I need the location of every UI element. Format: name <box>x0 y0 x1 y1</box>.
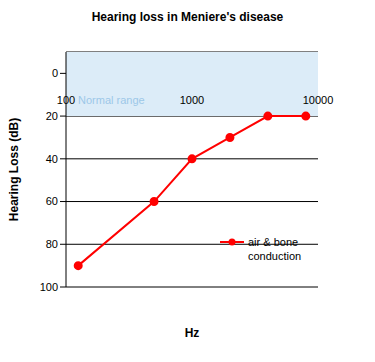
html-text:Hz: Hz <box>184 326 200 340</box>
html-text:Hearing loss in Meniere's dise: Hearing loss in Meniere's disease <box>91 10 284 24</box>
svg-text:40: 40 <box>46 153 58 165</box>
html-text:air & bone conduction: air & bone conduction <box>248 236 302 262</box>
svg-text:1000: 1000 <box>180 94 204 106</box>
svg-text:10000: 10000 <box>303 94 334 106</box>
svg-text:Normal range: Normal range <box>78 94 145 106</box>
svg-text:Hearing Loss (dB): Hearing Loss (dB) <box>8 118 21 221</box>
svg-text:0: 0 <box>52 67 58 79</box>
svg-text:100: 100 <box>40 281 58 293</box>
svg-text:100: 100 <box>57 94 75 106</box>
svg-text:20: 20 <box>46 110 58 122</box>
svg-text:80: 80 <box>46 238 58 250</box>
svg-text:60: 60 <box>46 195 58 207</box>
